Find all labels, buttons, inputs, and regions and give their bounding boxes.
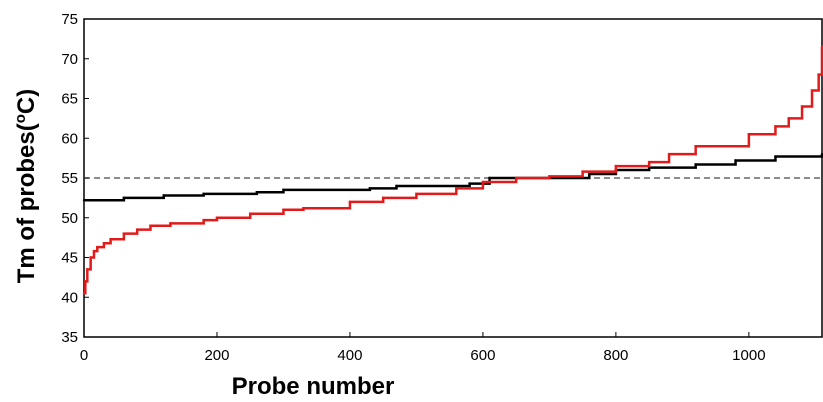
series-0-point-17 xyxy=(820,152,823,156)
series-1-point-12 xyxy=(202,218,205,222)
series-0-point-7 xyxy=(395,184,398,188)
series-0-point-16 xyxy=(774,155,777,158)
series-0-point-14 xyxy=(694,163,697,166)
series-0-point-3 xyxy=(202,192,205,196)
y-tick-label-40: 40 xyxy=(61,289,78,306)
y-tick-label-50: 50 xyxy=(61,210,78,227)
y-axis-label-degree: o xyxy=(12,114,29,123)
series-1-point-1 xyxy=(84,280,87,283)
series-1-point-23 xyxy=(548,175,551,178)
x-tick-label-800: 800 xyxy=(603,347,628,364)
series-1-point-25 xyxy=(614,164,618,168)
y-tick-label-35: 35 xyxy=(61,329,78,346)
series-1-point-10 xyxy=(149,224,152,227)
y-tick-label-45: 45 xyxy=(61,250,78,267)
series-0-point-1 xyxy=(122,196,126,200)
x-axis-label: Probe number xyxy=(232,373,395,400)
series-1-point-34 xyxy=(817,73,820,76)
series-1-point-8 xyxy=(122,232,126,235)
series-1-point-2 xyxy=(86,268,89,271)
x-tick-label-0: 0 xyxy=(80,347,88,364)
series-0-point-6 xyxy=(368,187,372,190)
series-1-point-18 xyxy=(381,196,385,200)
series-1-point-11 xyxy=(169,222,172,225)
y-tick-label-65: 65 xyxy=(61,91,78,108)
y-axis-label-main: Tm of probes( xyxy=(13,123,40,283)
series-1-point-16 xyxy=(302,207,305,210)
y-axis-label-unit: C) xyxy=(13,89,40,114)
series-1-point-35 xyxy=(820,45,823,49)
series-1-point-28 xyxy=(694,145,697,148)
series-1-point-33 xyxy=(810,89,814,92)
series-layer xyxy=(82,45,823,295)
series-1-point-5 xyxy=(96,245,99,249)
series-0-point-9 xyxy=(488,176,491,180)
series-1-point-3 xyxy=(89,256,92,259)
series-0-point-5 xyxy=(282,188,285,192)
x-tick-label-1000: 1000 xyxy=(732,347,765,364)
x-tick-label-400: 400 xyxy=(337,347,362,364)
series-1-point-21 xyxy=(481,180,485,184)
series-1-point-13 xyxy=(215,216,219,219)
series-1-point-29 xyxy=(747,133,751,136)
series-1-point-26 xyxy=(647,160,651,164)
y-tick-label-55: 55 xyxy=(61,170,78,187)
series-1-point-27 xyxy=(667,152,671,156)
series-1-point-4 xyxy=(92,249,96,253)
y-tick-label-75: 75 xyxy=(61,11,78,28)
x-tick-label-600: 600 xyxy=(470,347,495,364)
series-1-point-7 xyxy=(109,238,112,241)
series-1-point-30 xyxy=(774,125,777,128)
series-1-point-17 xyxy=(348,200,352,204)
series-1-point-14 xyxy=(249,212,252,215)
series-1-point-22 xyxy=(514,176,518,180)
series-0-point-8 xyxy=(468,182,471,185)
series-1-point-20 xyxy=(455,187,458,190)
y-tick-label-60: 60 xyxy=(61,130,78,147)
series-1-point-15 xyxy=(282,208,285,211)
series-1-point-19 xyxy=(415,192,418,196)
series-0-point-4 xyxy=(255,191,259,194)
series-0-point-2 xyxy=(162,194,165,197)
x-axis-ticks: 0 200 400 600 800 1000 xyxy=(80,332,766,364)
series-1-point-6 xyxy=(102,241,106,245)
series-0-point-11 xyxy=(588,172,591,176)
series-1-point-31 xyxy=(787,117,790,120)
series-1-point-9 xyxy=(135,228,139,231)
y-tick-label-70: 70 xyxy=(61,51,78,68)
series-1-point-24 xyxy=(581,170,584,173)
y-axis-label: Tm of probes(oC) xyxy=(12,89,40,284)
series-line-1 xyxy=(84,46,823,295)
plot-area xyxy=(82,18,823,338)
series-1-point-0 xyxy=(82,292,86,295)
series-0-point-0 xyxy=(82,199,86,202)
y-axis-ticks: 35 40 45 50 55 60 65 70 75 xyxy=(61,11,89,346)
series-1-point-32 xyxy=(800,105,804,108)
series-0-point-15 xyxy=(734,159,737,162)
x-tick-label-200: 200 xyxy=(204,347,229,364)
